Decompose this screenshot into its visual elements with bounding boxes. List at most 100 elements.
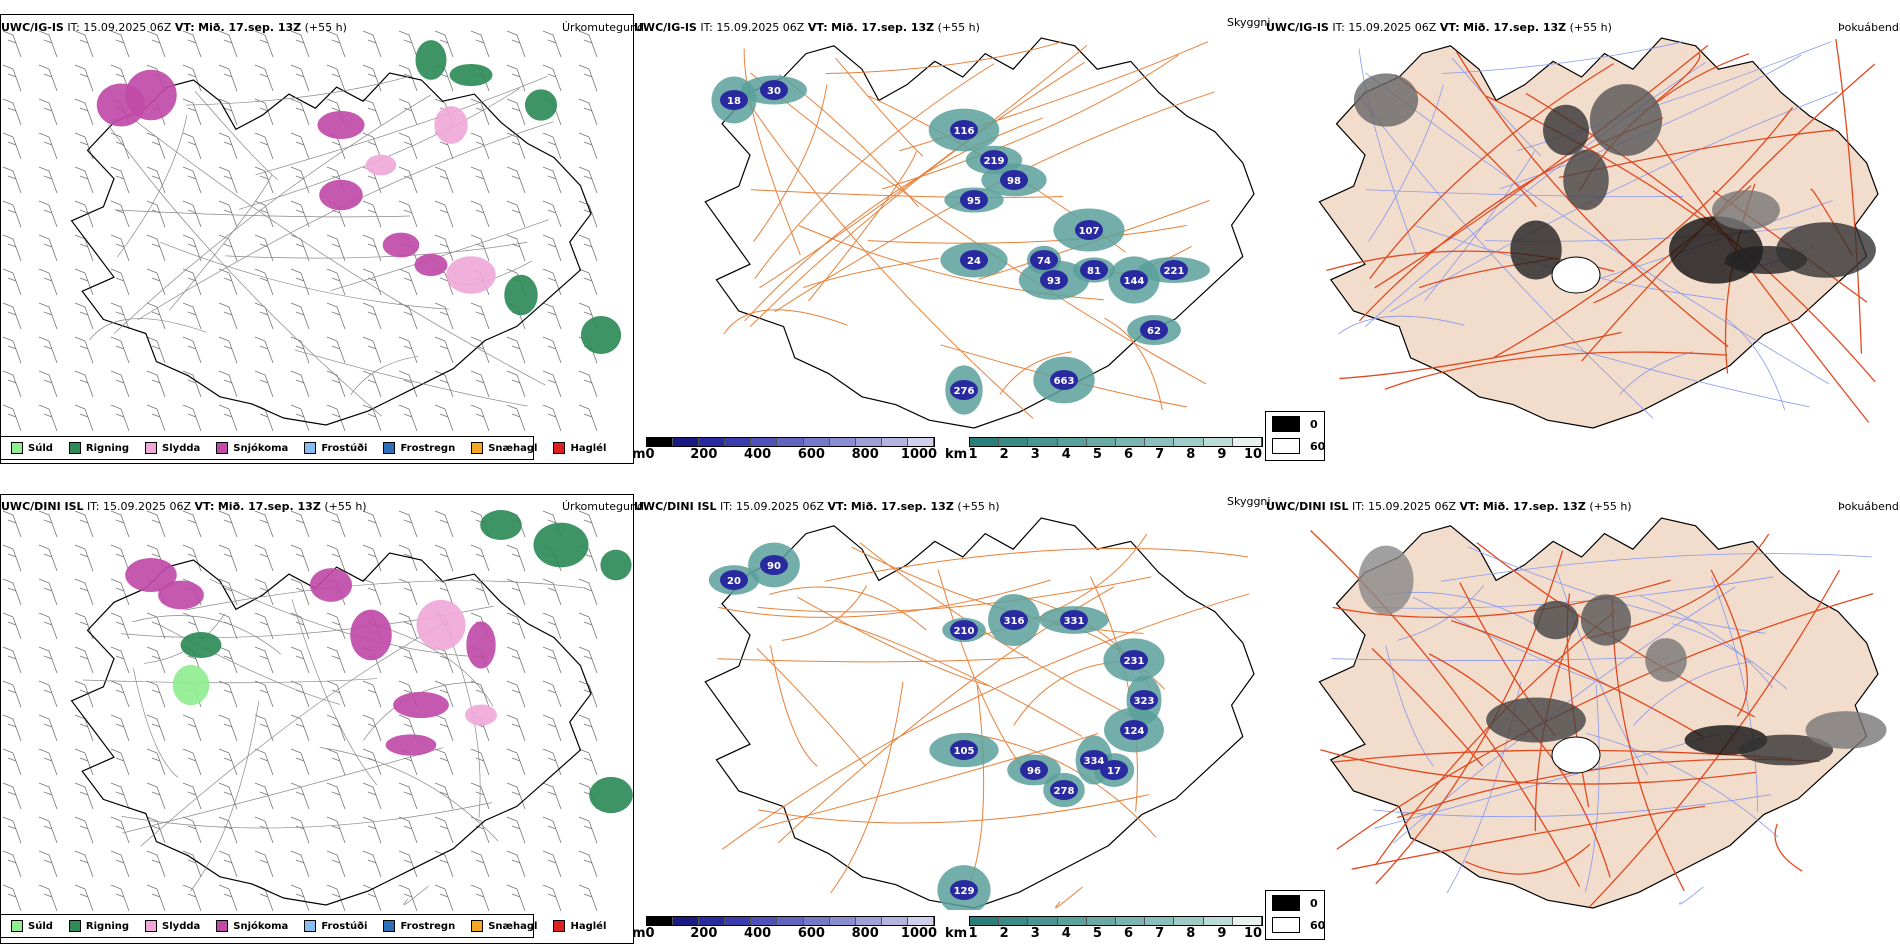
low-ceiling-area bbox=[720, 570, 748, 590]
road-line bbox=[835, 57, 924, 157]
wind-barb bbox=[38, 268, 58, 296]
wind-barb bbox=[182, 850, 202, 878]
wind-barb bbox=[218, 544, 238, 572]
wind-barb bbox=[578, 30, 598, 58]
low-ceiling-area bbox=[960, 250, 988, 270]
colorbar-tick-label: 1 bbox=[968, 926, 978, 941]
colorbar-tick-label: 7 bbox=[1155, 447, 1165, 462]
road-line bbox=[808, 151, 918, 302]
wind-barb bbox=[2, 268, 22, 296]
precip-area bbox=[416, 599, 466, 651]
low-ceiling-area bbox=[950, 120, 978, 140]
road-line bbox=[937, 569, 1029, 776]
wind-barb bbox=[254, 578, 274, 606]
wind-barb bbox=[146, 336, 166, 364]
wind-barb bbox=[146, 404, 166, 432]
wind-barb bbox=[110, 816, 130, 844]
colorbar-segment bbox=[699, 917, 726, 925]
road-line bbox=[133, 668, 179, 778]
wind-barb bbox=[398, 816, 418, 844]
road-line bbox=[999, 351, 1072, 395]
river-line bbox=[1586, 732, 1779, 838]
wind-barb bbox=[74, 680, 94, 708]
legend-label: Slydda bbox=[162, 920, 201, 932]
river-line bbox=[1555, 569, 1648, 776]
wind-barb bbox=[2, 302, 22, 330]
wind-barb bbox=[326, 336, 346, 364]
precip-area bbox=[446, 256, 496, 294]
fog-legend-swatch bbox=[1272, 917, 1300, 933]
precip-area bbox=[158, 580, 204, 610]
wind-barb bbox=[290, 714, 310, 742]
low-ceiling-area bbox=[950, 620, 978, 640]
wind-barb bbox=[182, 404, 202, 432]
wind-barb bbox=[398, 132, 418, 160]
road-line bbox=[82, 678, 378, 684]
colorbar-unit: m bbox=[632, 926, 646, 941]
ceiling-value-label: 93 bbox=[1047, 276, 1061, 287]
wind-barb bbox=[542, 748, 562, 776]
fog-map-bottom bbox=[1310, 517, 1887, 909]
fog-area bbox=[1353, 73, 1419, 127]
road-line bbox=[757, 576, 1152, 613]
precip-legend-item: Haglél bbox=[553, 442, 606, 454]
fog-map-top bbox=[1318, 37, 1879, 429]
wind-barb bbox=[506, 64, 526, 92]
wind-barb bbox=[182, 884, 202, 912]
road-line bbox=[107, 124, 382, 417]
colorbar-tick-label: 5 bbox=[1092, 447, 1102, 462]
wind-barb bbox=[434, 404, 454, 432]
precip-area bbox=[600, 549, 632, 581]
wind-barb bbox=[182, 132, 202, 160]
road-line bbox=[1375, 550, 1564, 885]
wind-barb bbox=[470, 200, 490, 228]
wind-barb bbox=[254, 166, 274, 194]
wind-barb bbox=[434, 166, 454, 194]
road-line bbox=[160, 241, 449, 310]
ceiling-value-label: 90 bbox=[767, 561, 781, 572]
river-line bbox=[1679, 886, 1704, 905]
wind-barb bbox=[326, 748, 346, 776]
road-line bbox=[225, 241, 528, 259]
wind-barb bbox=[146, 850, 166, 878]
colorbar-tick-label: 6 bbox=[1124, 926, 1134, 941]
wind-barb bbox=[38, 544, 58, 572]
wind-barb bbox=[506, 166, 526, 194]
legend-swatch bbox=[304, 920, 317, 932]
wind-barb bbox=[146, 646, 166, 674]
fog-legend-label: 60 bbox=[1310, 439, 1326, 453]
wind-barb bbox=[2, 64, 22, 92]
colorbar-segment bbox=[777, 917, 804, 925]
road-line bbox=[121, 802, 492, 829]
river-line bbox=[1358, 48, 1417, 256]
wind-barb bbox=[254, 748, 274, 776]
wind-barb bbox=[38, 370, 58, 398]
ceiling-value-label: 105 bbox=[954, 746, 975, 757]
wind-barb bbox=[2, 612, 22, 640]
wind-barb bbox=[506, 884, 526, 912]
precip-legend-item: Snjókoma bbox=[216, 920, 288, 932]
wind-barb bbox=[434, 30, 454, 58]
wind-barb bbox=[254, 132, 274, 160]
wind-barb bbox=[38, 578, 58, 606]
wind-barb bbox=[2, 816, 22, 844]
visibility-colorbar-bottom: km 1 2 3 4 5 6 7 8 9 10 bbox=[945, 916, 1265, 941]
fog-legend-label: 0 bbox=[1310, 896, 1318, 910]
colorbar-segment bbox=[970, 917, 1000, 925]
precip-legend-item: Haglél bbox=[553, 920, 606, 932]
wind-barb bbox=[506, 336, 526, 364]
road-line bbox=[758, 794, 1150, 824]
fog-area bbox=[1510, 220, 1562, 280]
colorbar-strip bbox=[646, 437, 935, 447]
precip-area bbox=[580, 315, 622, 355]
wind-barb bbox=[2, 132, 22, 160]
fog-area bbox=[1738, 734, 1834, 766]
wind-barb bbox=[2, 336, 22, 364]
precip-area bbox=[125, 69, 177, 121]
legend-swatch bbox=[145, 920, 158, 932]
wind-barb bbox=[542, 336, 562, 364]
wind-barb bbox=[110, 404, 130, 432]
visibility-map-top: 18 30 116 219 95 98 24 93 81 144 221 62 663 276 74 107 bbox=[704, 37, 1255, 429]
wind-barb bbox=[326, 302, 346, 330]
colorbar-segment bbox=[855, 438, 882, 446]
